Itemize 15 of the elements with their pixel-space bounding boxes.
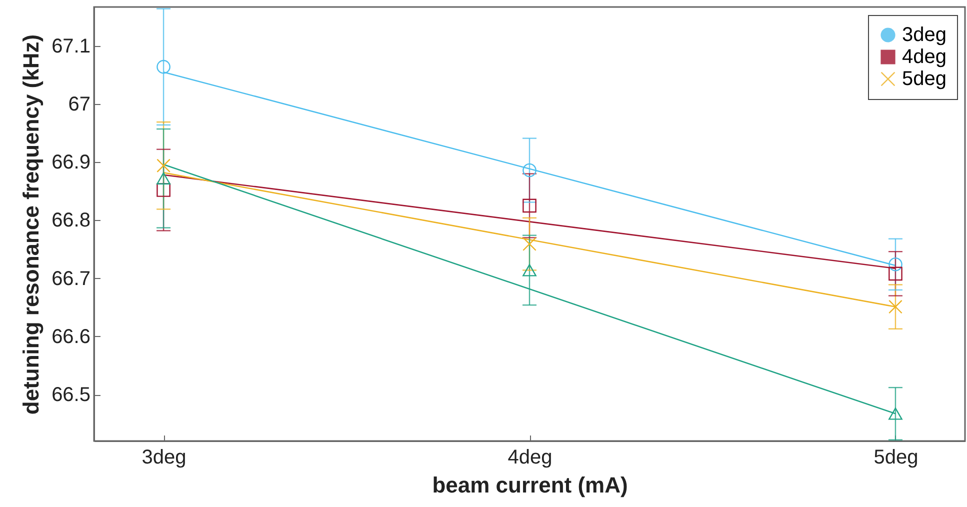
x-tick-label: 3deg <box>142 446 186 468</box>
y-tick-label: 66.8 <box>52 210 90 232</box>
legend-label: 4deg <box>902 46 946 68</box>
x-tick-label: 4deg <box>508 446 552 468</box>
y-axis-title: detuning resonance frequency (kHz) <box>18 34 44 415</box>
y-tick-label: 66.7 <box>52 268 90 290</box>
y-tick-label: 66.9 <box>52 152 90 174</box>
legend-label: 3deg <box>902 24 946 46</box>
y-tick-label: 67.1 <box>52 35 90 58</box>
x-axis-title: beam current (mA) <box>432 472 628 498</box>
x-tick-label: 5deg <box>874 446 918 468</box>
y-tick-label: 66.6 <box>52 326 90 348</box>
y-tick-label: 67 <box>68 94 90 116</box>
y-tick-label: 66.5 <box>52 384 90 406</box>
legend-label: 5deg <box>902 68 946 90</box>
